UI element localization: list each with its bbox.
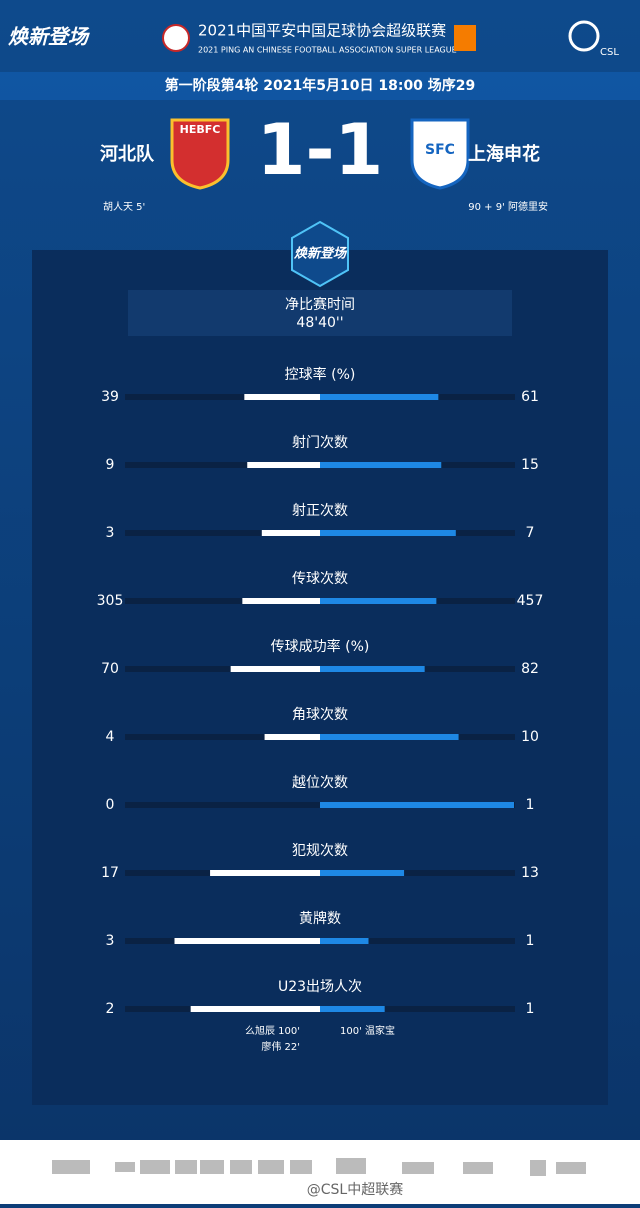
home-bar	[190, 1006, 320, 1012]
away-value: 82	[521, 661, 539, 677]
away-value: 457	[517, 593, 544, 609]
home-bar	[247, 462, 320, 468]
away-bar	[320, 394, 439, 400]
stat-label: 传球次数	[292, 571, 348, 587]
brand: 焕新登场	[8, 25, 90, 49]
home-u23-note: 廖伟 22'	[261, 1040, 300, 1053]
home-logo	[170, 118, 230, 190]
away-bar	[320, 462, 442, 468]
sponsor-logos	[52, 1158, 586, 1176]
away-value: 1	[526, 1001, 535, 1017]
home-value: 17	[101, 865, 119, 881]
stat-rows: 控球率 (%) 39 61 射门次数 9 15 射正次数 3 7 传球次数 305 457 传球成功率 …	[97, 366, 544, 1053]
home-value: 305	[97, 593, 124, 609]
home-bar	[174, 938, 320, 944]
home-u23-note: 么旭辰 100'	[245, 1025, 300, 1037]
watermark: @CSL中超联赛	[307, 1182, 403, 1198]
away-logo-text: SFC	[425, 142, 455, 158]
away-bar	[320, 870, 405, 876]
away-bar	[320, 666, 425, 672]
home-bar	[264, 734, 320, 740]
home-bar	[261, 530, 320, 536]
away-bar	[320, 734, 459, 740]
away-scorer: 90 + 9' 阿德里安	[468, 200, 548, 213]
time-value: 48'40''	[296, 315, 343, 331]
home-value: 2	[106, 1001, 115, 1017]
home-name: 河北队	[100, 143, 155, 165]
badge-text: 焕新登场	[294, 246, 348, 262]
away-bar	[320, 530, 456, 536]
home-bar	[244, 394, 320, 400]
sponsor-logo	[454, 25, 476, 51]
stat-label: 射门次数	[292, 435, 348, 451]
title-cn: 2021中国平安中国足球协会超级联赛	[198, 22, 446, 40]
home-value: 9	[106, 457, 115, 473]
stat-label: 控球率 (%)	[285, 366, 356, 383]
match-info: 第一阶段第4轮 2021年5月10日 18:00 场序29	[165, 77, 476, 94]
away-value: 10	[521, 729, 539, 745]
stat-label: 角球次数	[292, 707, 348, 723]
home-bar	[242, 598, 320, 604]
away-bar	[320, 938, 369, 944]
away-value: 1	[526, 797, 535, 813]
away-value: 13	[521, 865, 539, 881]
away-value: 1	[526, 933, 535, 949]
home-value: 39	[101, 389, 119, 405]
stat-label: 黄牌数	[299, 910, 341, 927]
away-name: 上海申花	[468, 143, 540, 165]
home-bar	[230, 666, 320, 672]
home-value: 0	[106, 797, 115, 813]
away-value: 7	[526, 525, 535, 541]
info-band	[0, 72, 640, 100]
score: 1-1	[257, 109, 383, 191]
title-en: 2021 PING AN CHINESE FOOTBALL ASSOCIATIO…	[198, 46, 457, 55]
stat-label: 射正次数	[292, 503, 348, 519]
csl-text: CSL	[600, 47, 619, 58]
home-value: 3	[106, 933, 115, 949]
away-bar	[320, 802, 514, 808]
away-bar	[320, 598, 437, 604]
stats-panel	[32, 250, 608, 1105]
time-label: 净比赛时间	[285, 297, 355, 313]
home-value: 3	[106, 525, 115, 541]
brand-badge	[291, 220, 349, 288]
stat-label: 传球成功率 (%)	[271, 638, 370, 655]
stat-label: 越位次数	[292, 775, 348, 791]
away-u23-note: 100' 温家宝	[340, 1024, 395, 1037]
home-value: 4	[106, 729, 115, 745]
csl-logo	[568, 20, 600, 52]
cfa-logo	[162, 24, 190, 52]
away-logo	[410, 118, 470, 190]
away-bar	[320, 1006, 385, 1012]
home-value: 70	[101, 661, 119, 677]
time-box	[128, 290, 512, 336]
home-scorer: 胡人天 5'	[103, 200, 145, 213]
home-bar	[210, 870, 320, 876]
stat-label: U23出场人次	[278, 979, 362, 995]
stat-label: 犯规次数	[292, 843, 348, 859]
away-value: 15	[521, 457, 539, 473]
away-value: 61	[521, 389, 539, 405]
home-logo-text: HEBFC	[180, 123, 221, 136]
